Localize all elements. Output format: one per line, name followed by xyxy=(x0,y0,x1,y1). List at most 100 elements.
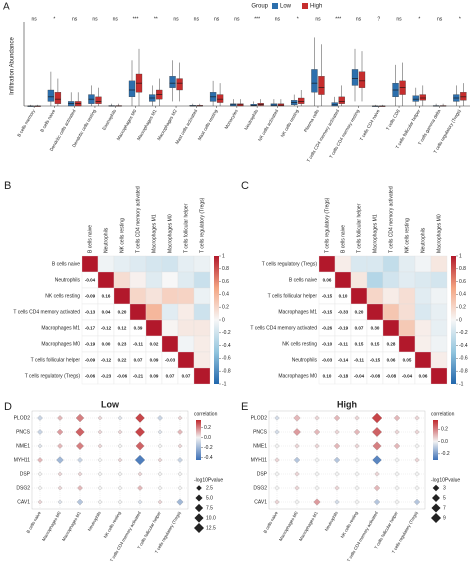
dot xyxy=(37,457,43,463)
dot xyxy=(177,443,183,449)
colorbar-tick-label: -1 xyxy=(222,381,227,387)
cell-value: -0.17 xyxy=(85,326,96,331)
dot xyxy=(57,499,63,505)
cell-value: 0.06 xyxy=(387,358,396,363)
dot xyxy=(294,499,300,505)
corr-cell xyxy=(430,303,448,321)
dot xyxy=(97,485,103,491)
column-label: Neutrophils xyxy=(103,227,109,253)
corr-cell xyxy=(145,287,163,305)
row-label: MYH11 xyxy=(14,457,31,463)
colorbar-tick-label: 0.4 xyxy=(459,292,466,298)
cell-value: -0.08 xyxy=(386,374,397,379)
dot xyxy=(117,457,123,463)
dot xyxy=(354,471,360,477)
dot xyxy=(314,471,320,477)
column-label: T cells CD4 memory activated xyxy=(135,186,141,253)
dot xyxy=(393,414,401,422)
dot xyxy=(314,485,320,491)
column-label: Macrophages M1 xyxy=(151,214,157,253)
row-label: CAV1 xyxy=(254,499,267,505)
x-tick-label: Dendritic cells resting xyxy=(71,108,97,148)
corr-cell xyxy=(177,287,195,305)
dot xyxy=(57,443,63,449)
dot xyxy=(37,415,43,421)
cell-value: -0.03 xyxy=(322,358,333,363)
cell-value: 0.07 xyxy=(355,326,364,331)
box xyxy=(216,94,224,103)
cell-value: 0.20 xyxy=(118,310,127,315)
corr-cell xyxy=(177,255,195,273)
dot xyxy=(334,499,340,505)
dot xyxy=(354,485,360,491)
significance-label: ns xyxy=(275,16,281,22)
x-tick-label: Mast cells resting xyxy=(197,108,219,141)
box xyxy=(460,92,467,101)
dot xyxy=(157,429,163,435)
legend-swatch xyxy=(302,3,308,9)
corr-cell xyxy=(193,255,211,273)
box xyxy=(47,89,55,102)
corr-cell xyxy=(430,319,448,337)
dot xyxy=(75,413,85,423)
significance-label: * xyxy=(418,16,420,22)
corr-cell xyxy=(430,351,448,369)
cell-value: -0.13 xyxy=(85,310,96,315)
corr-cell xyxy=(414,335,432,353)
corr-cell xyxy=(382,303,400,321)
column-label: Neutrophils xyxy=(324,511,339,532)
dot xyxy=(274,415,280,421)
dot xyxy=(137,485,143,491)
dot xyxy=(414,457,420,463)
box xyxy=(358,71,366,88)
dot xyxy=(372,427,382,437)
dot xyxy=(57,485,63,491)
box xyxy=(318,76,325,95)
x-tick-label: NK cells activated xyxy=(257,108,279,142)
corr-cell xyxy=(193,287,211,305)
significance-label: ns xyxy=(396,16,402,22)
row-label: DSG2 xyxy=(253,485,267,491)
diagonal-cell xyxy=(366,303,384,321)
colorbar-tick-label: 1 xyxy=(459,253,462,259)
cell-value: 0.02 xyxy=(150,342,159,347)
dot xyxy=(293,456,301,464)
dot xyxy=(117,415,123,421)
dot xyxy=(135,413,145,423)
dot xyxy=(334,429,340,435)
colorbar-tick-label: -0.2 xyxy=(204,445,213,451)
significance-label: ns xyxy=(72,16,78,22)
size-legend-label: 12.5 xyxy=(206,525,216,531)
colorbar xyxy=(433,420,438,460)
dot xyxy=(157,457,163,463)
dot xyxy=(294,471,300,477)
significance-label: ns xyxy=(437,16,443,22)
colorbar-tick-label: -1 xyxy=(459,381,464,387)
corr-cell xyxy=(430,335,448,353)
corr-cell xyxy=(414,287,432,305)
cell-value: 0.30 xyxy=(371,326,380,331)
dot xyxy=(294,485,300,491)
x-tick-label: Plasma cells xyxy=(303,108,320,133)
dot xyxy=(353,428,361,436)
row-label: T cells CD4 memory activated xyxy=(250,325,317,331)
diagonal-cell xyxy=(430,367,448,385)
corr-cell xyxy=(145,303,163,321)
dot xyxy=(354,457,360,463)
cell-value: 0.28 xyxy=(387,342,396,347)
row-label: NME1 xyxy=(16,443,30,449)
dot xyxy=(77,485,83,491)
panel-letter: D xyxy=(4,401,12,413)
dot xyxy=(393,442,401,450)
panel-letter: A xyxy=(3,2,10,13)
significance-label: * xyxy=(459,16,461,22)
dot xyxy=(414,485,420,491)
corr-cell xyxy=(350,255,368,273)
cell-value: 0.06 xyxy=(419,374,428,379)
box xyxy=(412,95,419,102)
corr-cell xyxy=(177,319,195,337)
cell-value: 0.04 xyxy=(102,310,111,315)
corr-cell xyxy=(97,255,115,273)
corr-cell xyxy=(161,271,179,289)
cell-value: 0.07 xyxy=(182,374,191,379)
